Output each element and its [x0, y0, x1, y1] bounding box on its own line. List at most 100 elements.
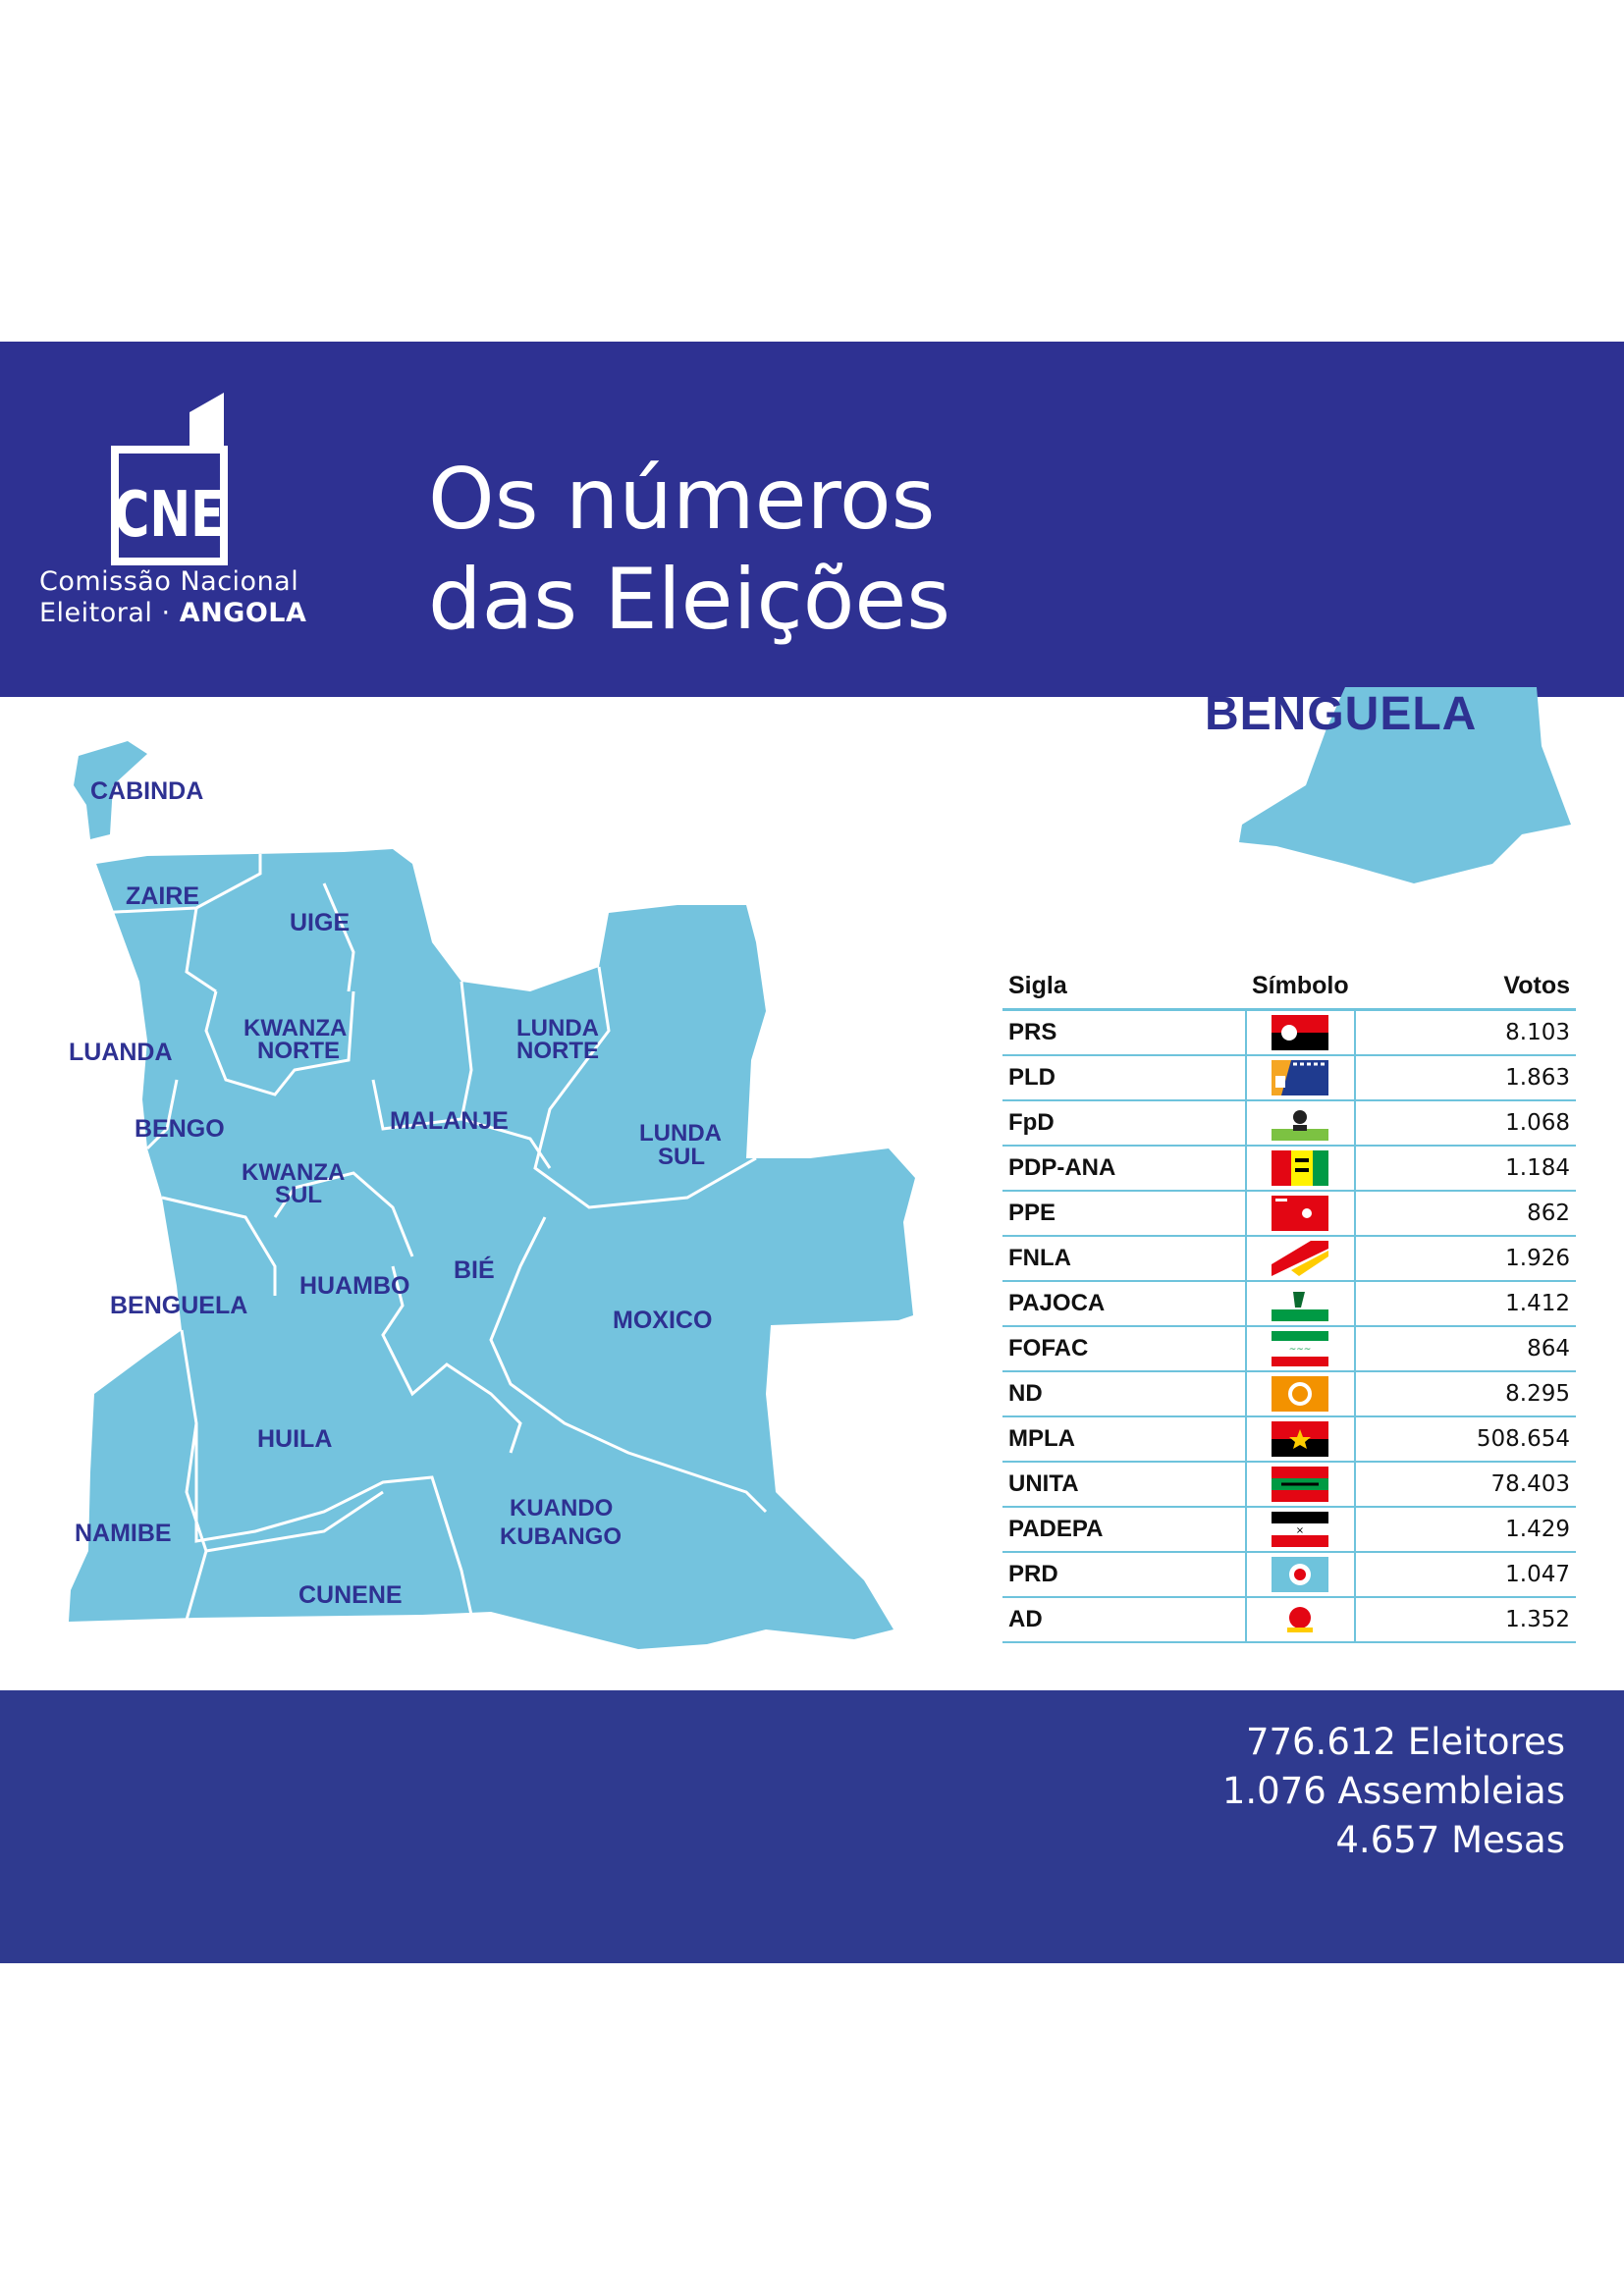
- party-flag-icon: [1272, 1467, 1329, 1502]
- page-title: Os números das Eleições: [428, 450, 950, 650]
- party-sigla: PAJOCA: [1002, 1281, 1246, 1327]
- label-moxico: MOXICO: [613, 1307, 712, 1334]
- party-sigla: FpD: [1002, 1100, 1246, 1147]
- party-votes: 1.412: [1354, 1281, 1576, 1327]
- label-cabinda: CABINDA: [90, 777, 203, 805]
- party-flag-icon: [1272, 1421, 1329, 1457]
- party-sigla: FOFAC: [1002, 1326, 1246, 1372]
- logo-caption: Comissão Nacional Eleitoral · ANGOLA: [39, 566, 306, 629]
- province-labels: CABINDA ZAIRE UIGE LUANDA KWANZA NORTE L…: [69, 777, 722, 1609]
- party-sigla: PLD: [1002, 1055, 1246, 1101]
- region-title: BENGUELA: [1205, 688, 1478, 740]
- party-flag-icon: ~~~: [1272, 1331, 1329, 1366]
- table-row: PAJOCA 1.412: [1002, 1281, 1576, 1327]
- svg-text:~~~: ~~~: [1289, 1345, 1312, 1355]
- party-votes: 1.184: [1354, 1146, 1576, 1192]
- party-symbol: ×: [1245, 1507, 1356, 1553]
- party-votes: 1.352: [1354, 1597, 1576, 1643]
- party-symbol: [1245, 1597, 1356, 1643]
- svg-text:KUBANGO: KUBANGO: [500, 1523, 622, 1550]
- party-symbol: [1245, 1191, 1356, 1237]
- party-sigla: PDP-ANA: [1002, 1146, 1246, 1192]
- label-huila: HUILA: [257, 1425, 332, 1453]
- benguela-inset-shape: [1239, 687, 1571, 883]
- table-row: PADEPA × 1.429: [1002, 1507, 1576, 1553]
- party-flag-icon: ×: [1272, 1512, 1329, 1547]
- table-row: MPLA 508.654: [1002, 1416, 1576, 1463]
- footer-stats: 776.612 Eleitores 1.076 Assembleias 4.65…: [1222, 1718, 1565, 1865]
- label-benguela: BENGUELA: [110, 1292, 247, 1319]
- stat-eleitores: 776.612 Eleitores: [1245, 1721, 1565, 1763]
- table-row: AD 1.352: [1002, 1597, 1576, 1643]
- party-sigla: UNITA: [1002, 1462, 1246, 1508]
- party-sigla: ND: [1002, 1371, 1246, 1417]
- party-flag-icon: [1272, 1241, 1329, 1276]
- party-symbol: [1245, 1462, 1356, 1508]
- table-row: ND 8.295: [1002, 1371, 1576, 1417]
- table-row: FNLA 1.926: [1002, 1236, 1576, 1282]
- col-simbolo: Símbolo: [1246, 964, 1355, 1011]
- party-sigla: AD: [1002, 1597, 1246, 1643]
- party-symbol: [1245, 1371, 1356, 1417]
- cne-logo: CNE: [111, 393, 228, 565]
- party-votes: 8.103: [1354, 1009, 1576, 1056]
- table-row: PLD 1.863: [1002, 1055, 1576, 1101]
- party-votes: 1.068: [1354, 1100, 1576, 1147]
- footer-band: [0, 1690, 1624, 1963]
- svg-text:×: ×: [1296, 1525, 1304, 1536]
- svg-text:SUL: SUL: [658, 1144, 705, 1170]
- org-line2: Eleitoral · ANGOLA: [39, 598, 307, 628]
- title-line2: das Eleições: [428, 551, 951, 649]
- col-votos: Votos: [1354, 964, 1576, 1011]
- party-flag-icon: [1272, 1602, 1329, 1637]
- label-bie: BIÉ: [454, 1255, 495, 1284]
- party-flag-icon: [1272, 1286, 1329, 1321]
- party-votes: 1.047: [1354, 1552, 1576, 1598]
- party-symbol: [1245, 1100, 1356, 1147]
- party-sigla: FNLA: [1002, 1236, 1246, 1282]
- label-luanda: LUANDA: [69, 1039, 173, 1066]
- table-row: PRS 8.103: [1002, 1009, 1576, 1056]
- svg-text:NORTE: NORTE: [257, 1038, 340, 1064]
- label-kuando-kubango: KUANDO: [510, 1495, 613, 1522]
- party-flag-icon: [1272, 1376, 1329, 1412]
- party-sigla: PPE: [1002, 1191, 1246, 1237]
- party-symbol: [1245, 1416, 1356, 1463]
- party-votes: 1.429: [1354, 1507, 1576, 1553]
- party-votes: 8.295: [1354, 1371, 1576, 1417]
- angola-map: CABINDA ZAIRE UIGE LUANDA KWANZA NORTE L…: [69, 687, 1571, 1649]
- party-sigla: PRD: [1002, 1552, 1246, 1598]
- party-sigla: PADEPA: [1002, 1507, 1246, 1553]
- table-row: FOFAC ~~~ 864: [1002, 1326, 1576, 1372]
- label-huambo: HUAMBO: [299, 1272, 410, 1300]
- label-namibe: NAMIBE: [75, 1520, 172, 1547]
- party-flag-icon: [1272, 1557, 1329, 1592]
- party-flag-icon: [1272, 1150, 1329, 1186]
- party-votes: 508.654: [1354, 1416, 1576, 1463]
- party-flag-icon: [1272, 1060, 1329, 1095]
- table-row: PPE 862: [1002, 1191, 1576, 1237]
- svg-text:CNE: CNE: [114, 478, 224, 552]
- mainland-shape: [69, 849, 915, 1649]
- party-sigla: MPLA: [1002, 1416, 1246, 1463]
- party-flag-icon: [1272, 1105, 1329, 1141]
- table-row: FpD 1.068: [1002, 1100, 1576, 1147]
- svg-text:NORTE: NORTE: [516, 1038, 599, 1064]
- title-line1: Os números: [428, 451, 936, 549]
- party-votes: 864: [1354, 1326, 1576, 1372]
- header-band: [0, 342, 1624, 697]
- label-zaire: ZAIRE: [126, 882, 199, 910]
- org-line1: Comissão Nacional: [39, 566, 299, 597]
- stat-assembleias: 1.076 Assembleias: [1221, 1770, 1565, 1812]
- svg-text:SUL: SUL: [275, 1182, 322, 1208]
- party-votes: 78.403: [1354, 1462, 1576, 1508]
- table-header-row: Sigla Símbolo Votos: [1002, 964, 1576, 1011]
- party-sigla: PRS: [1002, 1009, 1246, 1056]
- col-sigla: Sigla: [1002, 964, 1246, 1011]
- label-uige: UIGE: [290, 909, 350, 936]
- table-row: PDP-ANA 1.184: [1002, 1146, 1576, 1192]
- party-flag-icon: [1272, 1196, 1329, 1231]
- party-symbol: ~~~: [1245, 1326, 1356, 1372]
- party-symbol: [1245, 1146, 1356, 1192]
- party-symbol: [1245, 1009, 1356, 1056]
